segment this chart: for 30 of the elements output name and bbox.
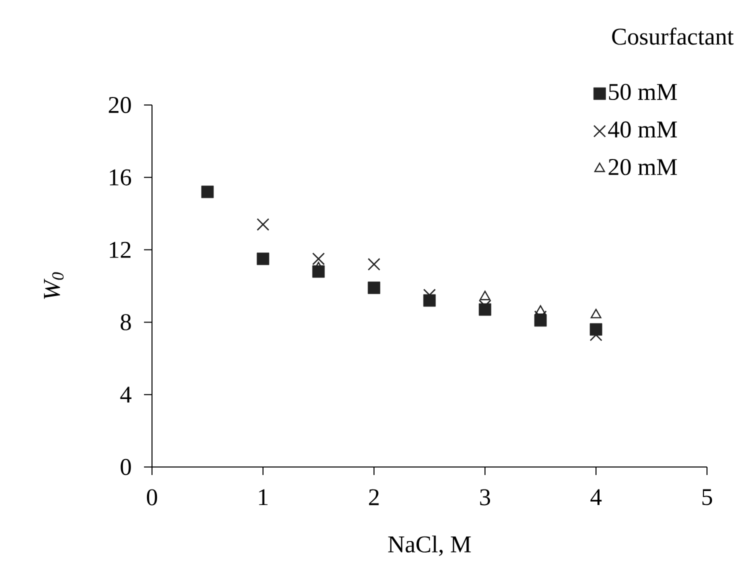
- y-axis-title: W$_{0}$: [44, 272, 64, 299]
- legend-label: 20 mM: [608, 158, 677, 176]
- y-tick-label: 16: [110, 169, 132, 186]
- x-tick-label: 4: [590, 489, 602, 505]
- x-tick-label: 2: [369, 489, 379, 506]
- point: [480, 290, 490, 300]
- point: [256, 252, 270, 266]
- y-tick-label: 4: [120, 386, 132, 402]
- y-tick-label: 0: [120, 458, 131, 476]
- point: [256, 218, 270, 231]
- legend-label: 40 mM: [608, 121, 677, 138]
- y-tick-label: 8: [120, 314, 131, 330]
- point: [535, 305, 546, 315]
- x-tick-label: 3: [480, 489, 490, 506]
- legend-label: 50 mM: [609, 84, 677, 100]
- point: [590, 308, 602, 318]
- point: [423, 288, 436, 302]
- legend-title: Cosurfactant: [612, 28, 734, 45]
- point: [312, 252, 325, 266]
- point: [201, 186, 214, 198]
- x-tick-label: 1: [259, 489, 268, 506]
- x-tick-label: 0: [146, 489, 158, 506]
- y-tick-label: 12: [110, 242, 130, 258]
- point: [368, 258, 380, 271]
- point: [478, 300, 492, 312]
- x-axis-title: NaCl, M: [388, 536, 471, 556]
- y-tick-label: 20: [108, 96, 131, 114]
- point: [590, 328, 602, 342]
- point: [368, 282, 380, 294]
- x-tick-label: 5: [702, 489, 712, 506]
